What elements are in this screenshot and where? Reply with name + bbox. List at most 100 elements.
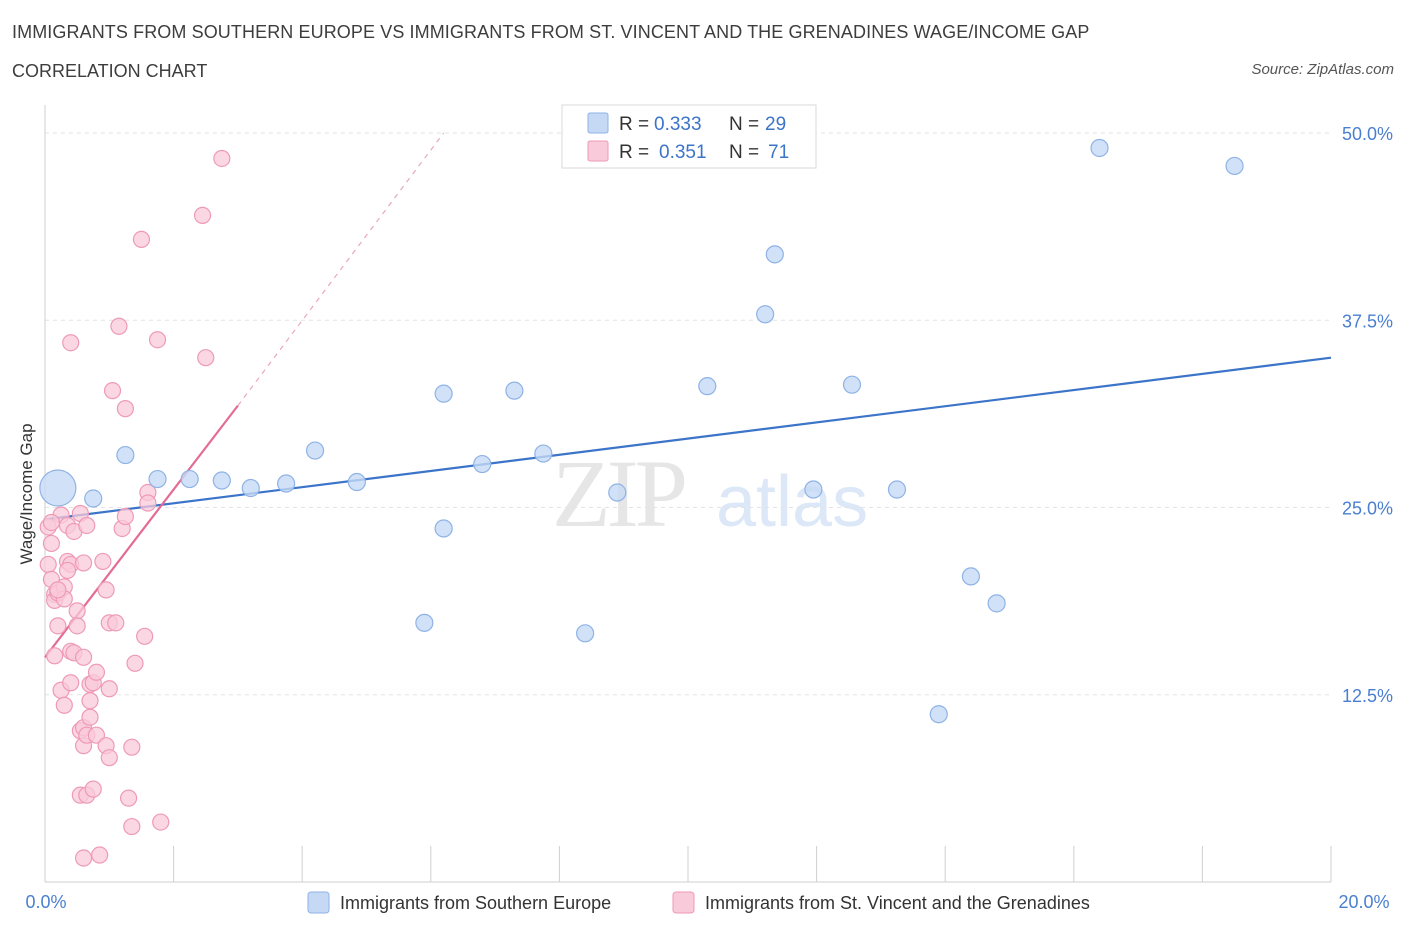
blue-data-point — [961, 567, 981, 586]
blue-data-point — [1225, 156, 1244, 176]
y-axis-label: Wage/Income Gap — [17, 423, 36, 564]
y-tick-label: 50.0% — [1342, 124, 1393, 144]
blue-data-point — [180, 469, 199, 489]
pink-data-point — [42, 534, 61, 553]
pink-data-point — [78, 516, 96, 535]
blue-data-point — [842, 375, 862, 394]
pink-data-point — [46, 647, 64, 665]
pink-data-point — [123, 738, 141, 756]
blue-data-point — [39, 469, 77, 507]
legend: Immigrants from Southern Europe Immigran… — [307, 891, 1090, 914]
pink-data-point — [100, 680, 118, 698]
blue-series-points — [39, 138, 1244, 724]
pink-data-point — [116, 400, 134, 418]
pink-data-point — [100, 749, 118, 767]
blue-data-point — [84, 489, 103, 508]
pink-data-point — [213, 149, 231, 168]
chart-title: IMMIGRANTS FROM SOUTHERN EUROPE VS IMMIG… — [12, 22, 1090, 42]
blue-data-point — [116, 445, 135, 465]
blue-data-point — [887, 480, 907, 499]
blue-data-point — [608, 483, 627, 502]
pink-data-point — [74, 554, 93, 572]
x-tick-min: 0.0% — [25, 892, 66, 912]
trend-lines — [44, 132, 1332, 658]
blue-data-point — [305, 441, 325, 460]
pink-data-point — [81, 708, 99, 726]
blue-data-point — [434, 384, 453, 403]
blue-data-point — [434, 519, 453, 538]
pink-data-point — [110, 317, 128, 335]
blue-data-point — [698, 377, 717, 396]
blue-data-point — [241, 478, 260, 498]
pink-data-point — [87, 663, 106, 681]
pink-series-points — [39, 149, 231, 867]
axes — [44, 105, 1331, 883]
pink-data-point — [39, 555, 57, 574]
pink-data-point — [119, 789, 138, 807]
pink-data-point — [91, 846, 109, 864]
pink-data-point — [74, 648, 93, 666]
pink-data-point — [148, 331, 167, 349]
y-tick-label: 25.0% — [1342, 499, 1393, 519]
blue-data-point — [212, 471, 231, 490]
pink-data-point — [49, 617, 67, 635]
blue-data-point — [804, 480, 823, 499]
pink-trend-extension — [237, 132, 445, 406]
pink-data-point — [84, 780, 102, 798]
pink-data-point — [62, 334, 80, 352]
x-tick-max: 20.0% — [1338, 892, 1389, 912]
pink-data-point — [62, 674, 80, 692]
blue-data-point — [415, 613, 434, 632]
stats-blue-n-label: N = — [729, 114, 759, 135]
stats-box: R = 0.333 N = 29 R = 0.351 N = 71 — [561, 104, 817, 169]
stats-blue-r-label: R = — [619, 114, 649, 135]
pink-data-point — [42, 513, 61, 532]
stats-pink-swatch — [587, 140, 609, 162]
pink-data-point — [103, 382, 122, 400]
pink-data-point — [97, 581, 115, 599]
pink-data-point — [136, 627, 154, 645]
blue-data-point — [473, 454, 492, 474]
legend-pink-label: Immigrants from St. Vincent and the Gren… — [705, 893, 1090, 913]
blue-data-point — [576, 624, 595, 643]
gridlines — [45, 132, 1331, 696]
blue-data-point — [534, 444, 553, 463]
stats-blue-swatch — [587, 112, 609, 134]
stats-pink-r-value: 0.351 — [659, 142, 707, 163]
source-credit: Source: ZipAtlas.com — [1251, 61, 1394, 78]
pink-data-point — [94, 552, 112, 571]
pink-data-point — [126, 654, 144, 672]
stats-blue-r-value: 0.333 — [654, 114, 702, 135]
blue-data-point — [1090, 138, 1109, 158]
blue-data-point — [929, 705, 948, 724]
pink-data-point — [193, 206, 212, 224]
pink-data-point — [139, 494, 157, 512]
pink-data-point — [107, 614, 125, 632]
stats-pink-n-label: N = — [729, 142, 759, 163]
blue-data-point — [987, 594, 1006, 613]
stats-blue-n-value: 29 — [765, 114, 786, 135]
blue-data-point — [756, 305, 775, 324]
blue-data-point — [765, 245, 784, 264]
pink-data-point — [68, 617, 86, 635]
pink-data-point — [132, 230, 151, 248]
chart-subtitle: CORRELATION CHART — [12, 61, 208, 81]
watermark-atlas: atlas — [716, 462, 868, 542]
stats-pink-n-value: 71 — [768, 142, 789, 163]
legend-pink-swatch — [672, 891, 695, 914]
pink-data-point — [152, 813, 170, 831]
y-axis-tick-labels: 12.5% 25.0% 37.5% 50.0% — [1342, 124, 1393, 706]
legend-blue-label: Immigrants from Southern Europe — [340, 893, 611, 913]
y-tick-label: 12.5% — [1342, 686, 1393, 706]
pink-data-point — [116, 507, 134, 526]
pink-data-point — [68, 602, 86, 620]
stats-pink-r-label: R = — [619, 142, 649, 163]
blue-data-point — [148, 469, 167, 489]
blue-data-point — [277, 474, 296, 493]
y-tick-label: 37.5% — [1342, 311, 1393, 331]
pink-data-point — [58, 561, 77, 580]
pink-data-point — [81, 692, 99, 710]
blue-data-point — [347, 472, 366, 492]
pink-data-point — [49, 581, 67, 599]
